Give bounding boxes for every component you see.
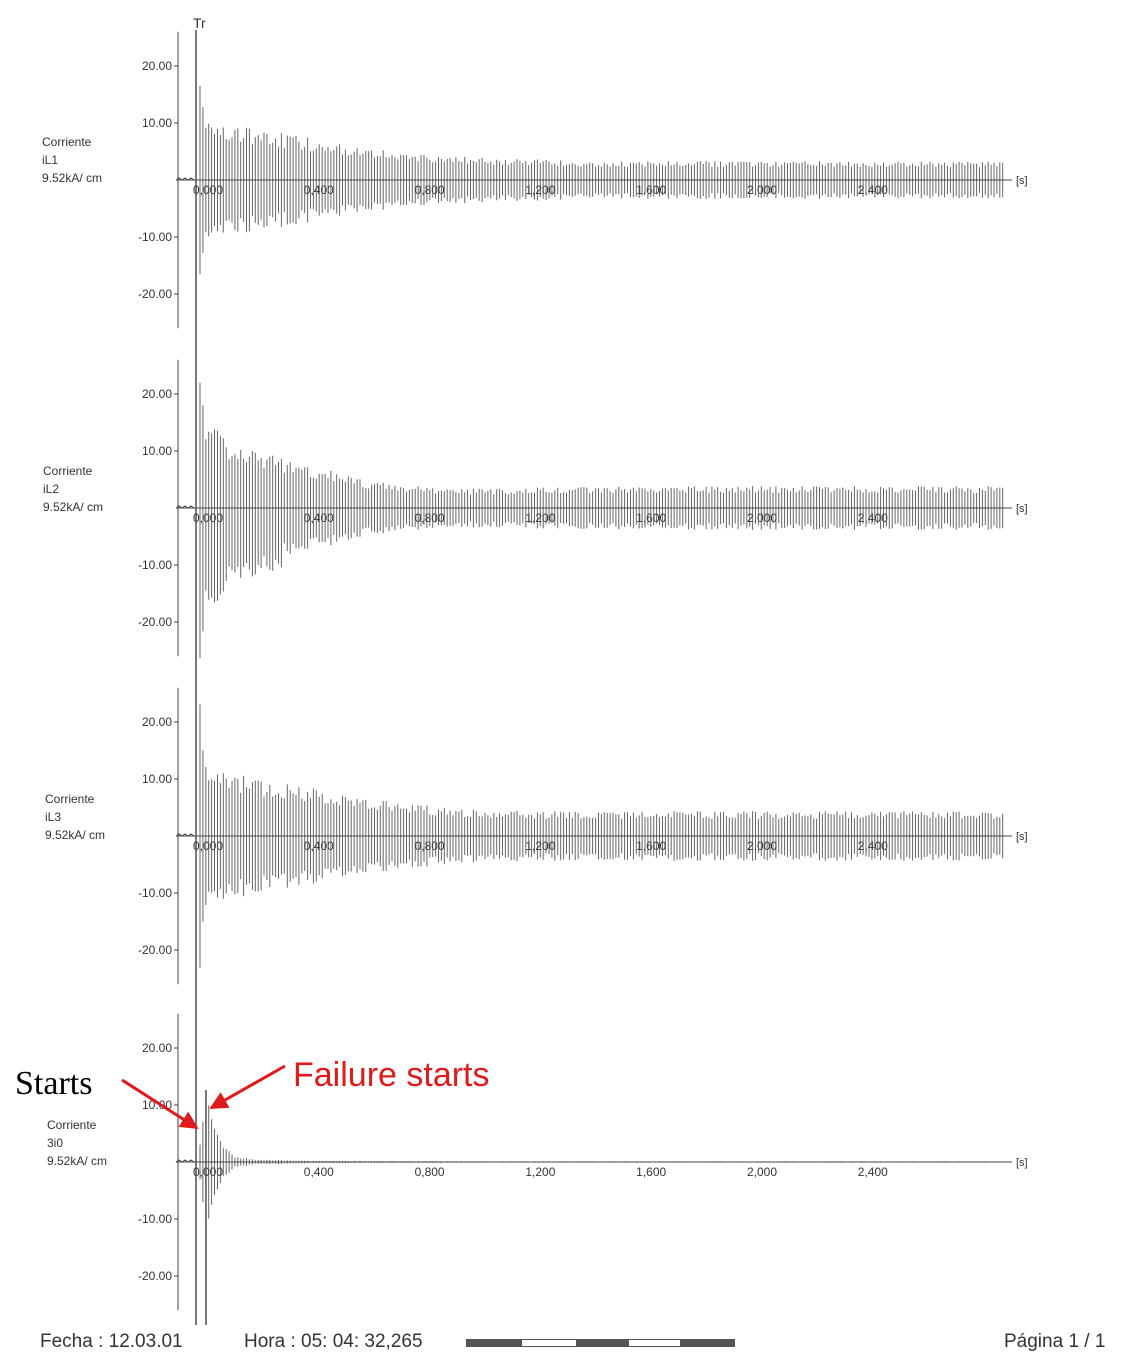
print-bar-segment	[521, 1339, 578, 1347]
pre-trigger-trace	[175, 833, 195, 837]
channel-label-line: 9.52kA/ cm	[47, 1154, 108, 1168]
print-bar-segment	[466, 1339, 521, 1347]
y-tick-label: 10.00	[142, 772, 172, 786]
y-tick-label: -10.00	[138, 558, 172, 572]
signal-iL2	[199, 382, 1004, 659]
channel-label-line: 9.52kA/ cm	[45, 828, 106, 842]
x-unit-label: [s]	[1016, 1157, 1028, 1169]
x-tick-label: 2,000	[747, 1165, 777, 1179]
x-tick-label: 0,000	[193, 839, 223, 853]
y-tick-label: -10.00	[138, 886, 172, 900]
channel-label-il1: Corriente iL1 9.52kA/ cm	[42, 133, 102, 187]
trigger-label: Tr	[193, 15, 206, 31]
channel-label-3i0: Corriente 3i0 9.52kA/ cm	[47, 1116, 107, 1170]
y-tick-label: -20.00	[138, 943, 172, 957]
channel-label-il2: Corriente iL2 9.52kA/ cm	[43, 462, 103, 516]
x-tick-label: 1,600	[636, 511, 666, 525]
x-tick-label: 1,600	[636, 1165, 666, 1179]
pre-trigger-trace	[175, 1159, 195, 1163]
x-tick-label: 2,400	[858, 1165, 888, 1179]
y-tick-label: -20.00	[138, 287, 172, 301]
y-tick-label: 20.00	[142, 59, 172, 73]
channel-label-line: 3i0	[47, 1136, 64, 1150]
print-bar-segment	[628, 1339, 682, 1347]
signal-iL3	[199, 704, 1004, 968]
channel-label-line: 9.52kA/ cm	[42, 171, 103, 185]
y-tick-label: 10.00	[142, 444, 172, 458]
channel-label-line: iL3	[45, 810, 62, 824]
channel-label-line: iL1	[42, 153, 59, 167]
x-unit-label: [s]	[1016, 503, 1028, 515]
failure-starts-annotation: Failure starts	[293, 1056, 490, 1094]
channel-label-line: iL2	[43, 482, 60, 496]
print-bar-segment	[576, 1339, 628, 1347]
x-tick-label: 1,600	[636, 839, 666, 853]
x-tick-label: 0,000	[193, 511, 223, 525]
y-tick-label: 20.00	[142, 387, 172, 401]
footer-page: Página 1 / 1	[1004, 1331, 1106, 1352]
channel-label-line: Corriente	[47, 1118, 97, 1132]
signal-iL1	[199, 86, 1004, 275]
x-tick-label: 1,200	[525, 1165, 555, 1179]
x-tick-label: 0,000	[193, 183, 223, 197]
y-tick-label: -10.00	[138, 230, 172, 244]
x-tick-label: 0,400	[304, 1165, 334, 1179]
y-tick-label: 20.00	[142, 1041, 172, 1055]
x-tick-label: 1,600	[636, 183, 666, 197]
channel-label-line: Corriente	[43, 464, 93, 478]
channel-label-line: 9.52kA/ cm	[43, 500, 104, 514]
pre-trigger-trace	[175, 177, 195, 181]
x-tick-label: 0,000	[193, 1165, 223, 1179]
x-unit-label: [s]	[1016, 175, 1028, 187]
failure-starts-arrow	[209, 1064, 286, 1110]
x-tick-label: 0,800	[415, 1165, 445, 1179]
starts-annotation: Starts	[15, 1065, 93, 1102]
channel-label-line: Corriente	[42, 135, 92, 149]
footer-date: Fecha : 12.03.01	[40, 1331, 183, 1352]
y-tick-label: -20.00	[138, 615, 172, 629]
x-unit-label: [s]	[1016, 831, 1028, 843]
y-tick-label: -20.00	[138, 1269, 172, 1283]
footer-time: Hora : 05: 04: 32,265	[244, 1331, 423, 1352]
y-tick-label: 10.00	[142, 116, 172, 130]
y-tick-label: -10.00	[138, 1212, 172, 1226]
starts-arrow	[121, 1078, 199, 1130]
pre-trigger-trace	[175, 505, 195, 509]
signal-3i0	[199, 1097, 1004, 1227]
channel-label-line: Corriente	[45, 792, 95, 806]
y-tick-label: 20.00	[142, 715, 172, 729]
channel-label-il3: Corriente iL3 9.52kA/ cm	[45, 790, 105, 844]
print-bar-segment	[680, 1339, 735, 1347]
